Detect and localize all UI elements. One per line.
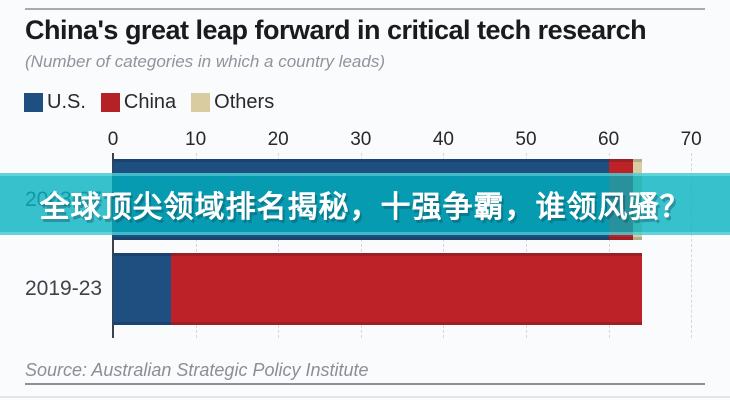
x-tick-label-30: 30 xyxy=(350,129,372,150)
others-swatch-icon xyxy=(191,93,211,112)
bar-segment-2019-23-us xyxy=(113,253,171,325)
legend-item-china: China xyxy=(100,91,177,114)
x-tick-label-10: 10 xyxy=(185,129,207,150)
legend-label-others: Others xyxy=(214,91,275,113)
us-swatch-icon xyxy=(24,93,43,112)
chart-title: China's great leap forward in critical t… xyxy=(25,15,647,45)
x-gridline-10 xyxy=(195,153,197,338)
x-tick-label-50: 50 xyxy=(515,129,537,150)
x-tick-label-60: 60 xyxy=(598,129,620,150)
legend: U.S. China Others xyxy=(24,91,274,114)
legend-item-us: U.S. xyxy=(24,91,86,114)
bottom-edge xyxy=(0,396,730,398)
axis-zero-line xyxy=(112,153,114,338)
legend-label-us: U.S. xyxy=(47,91,86,113)
x-gridline-60 xyxy=(608,153,610,338)
top-divider xyxy=(25,8,705,10)
x-tick-label-0: 0 xyxy=(107,129,119,150)
china-swatch-icon xyxy=(100,93,120,112)
x-gridline-50 xyxy=(526,153,527,338)
chart-subtitle: (Number of categories in which a country… xyxy=(25,52,385,71)
headline-overlay-text: 全球顶尖领域排名揭秘，十强争霸，谁领风骚？ xyxy=(39,190,691,225)
legend-item-others: Others xyxy=(191,91,274,114)
x-tick-label-70: 70 xyxy=(680,129,702,150)
source-attribution: Source: Australian Strategic Policy Inst… xyxy=(25,360,369,380)
bar-segment-2019-23-china xyxy=(170,253,642,325)
legend-label-china: China xyxy=(123,91,177,113)
x-gridline-70 xyxy=(691,153,693,338)
headline-overlay-banner: 全球顶尖领域排名揭秘，十强争霸，谁领风骚？ xyxy=(0,173,730,235)
x-gridline-20 xyxy=(278,153,280,338)
x-gridline-30 xyxy=(360,153,362,338)
x-tick-label-40: 40 xyxy=(432,129,454,150)
bar-category-label-2019-23: 2019-23 xyxy=(25,277,103,300)
x-gridline-40 xyxy=(443,153,445,338)
x-tick-label-20: 20 xyxy=(267,129,289,150)
source-divider xyxy=(25,383,705,385)
